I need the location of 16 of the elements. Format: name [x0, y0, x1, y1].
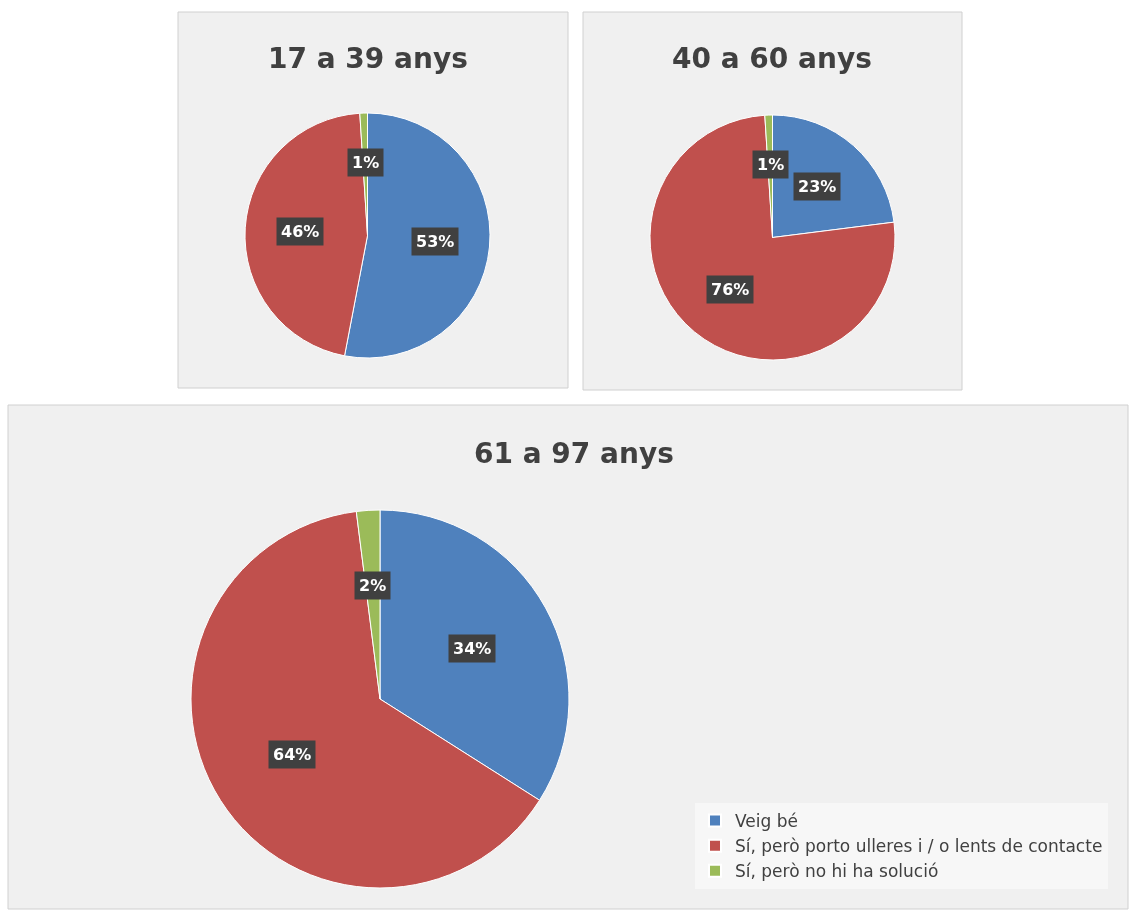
data-label: 76% [711, 280, 750, 299]
chart-title: 17 a 39 anys [268, 42, 468, 75]
data-label: 46% [281, 222, 320, 241]
data-label: 53% [416, 232, 455, 251]
pie-slice [649, 114, 896, 361]
legend-label: Sí, però no hi ha solució [735, 861, 939, 882]
chart-title: 40 a 60 anys [672, 42, 872, 75]
legend-label: Veig bé [735, 811, 798, 832]
chart-title: 61 a 97 anys [474, 437, 674, 470]
data-label: 1% [352, 153, 380, 172]
data-label: 1% [757, 155, 785, 174]
data-label: 34% [453, 639, 492, 658]
data-label: 64% [273, 745, 312, 764]
legend-label: Sí, però porto ulleres i / o lents de contacte [735, 836, 1103, 857]
data-label: 23% [798, 177, 837, 196]
data-label: 2% [359, 576, 387, 595]
